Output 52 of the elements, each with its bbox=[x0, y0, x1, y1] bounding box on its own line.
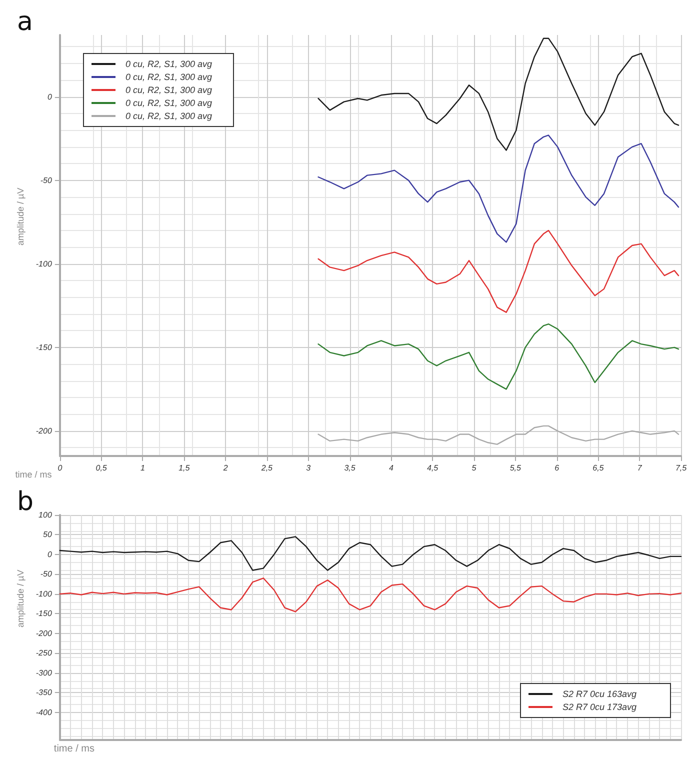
y-tick-label: -350 bbox=[36, 688, 52, 698]
y-tick-label: -50 bbox=[40, 176, 52, 185]
y-axis-title: amplitude / µV bbox=[16, 188, 26, 246]
x-tick-label: 6,5 bbox=[592, 464, 604, 472]
legend-label: 0 cu, R2, S1, 300 avg bbox=[126, 111, 212, 121]
y-tick-label: -400 bbox=[36, 708, 52, 717]
line-series bbox=[318, 38, 680, 151]
x-tick-label: 7 bbox=[637, 464, 642, 472]
y-tick-label: -150 bbox=[36, 342, 52, 352]
y-tick-label: -200 bbox=[36, 628, 52, 638]
x-tick-label: 4 bbox=[388, 464, 394, 472]
legend-label: S2 R7 0cu 163avg bbox=[562, 689, 637, 699]
y-tick-label: 0 bbox=[47, 92, 52, 102]
y-tick-label: -50 bbox=[40, 570, 52, 579]
y-tick-label: -150 bbox=[36, 609, 52, 618]
y-axis-title: amplitude / µV bbox=[16, 570, 26, 628]
x-tick-label: 2 bbox=[222, 464, 228, 472]
y-tick-label: 0 bbox=[47, 550, 52, 559]
x-tick-label: 3,5 bbox=[344, 464, 356, 472]
y-tick-label: -100 bbox=[36, 259, 52, 268]
x-tick-label: 5,5 bbox=[510, 464, 522, 472]
legend-label: 0 cu, R2, S1, 300 avg bbox=[126, 98, 212, 108]
x-tick-label: 5 bbox=[472, 464, 477, 472]
x-tick-label: 0 bbox=[58, 464, 63, 472]
y-tick-label: 50 bbox=[43, 530, 52, 540]
y-tick-label: -300 bbox=[36, 668, 52, 678]
y-tick-label: -100 bbox=[36, 589, 52, 598]
y-tick-label: 100 bbox=[38, 510, 52, 520]
x-tick-label: 1 bbox=[140, 464, 145, 472]
x-tick-label: 4,5 bbox=[427, 464, 439, 472]
legend-label: S2 R7 0cu 173avg bbox=[562, 702, 637, 712]
x-axis-title: time / ms bbox=[54, 744, 94, 754]
chart-title: a bbox=[17, 7, 33, 37]
x-tick-label: 3 bbox=[306, 464, 312, 472]
y-tick-label: -200 bbox=[36, 426, 52, 436]
line-series bbox=[318, 230, 680, 313]
x-axis-title: time / ms bbox=[15, 470, 52, 480]
x-tick-label: 2,5 bbox=[260, 464, 274, 472]
x-tick-label: 7,5 bbox=[675, 464, 688, 472]
legend-label: 0 cu, R2, S1, 300 avg bbox=[126, 72, 212, 82]
x-tick-label: 1,5 bbox=[178, 464, 190, 472]
line-series bbox=[59, 536, 682, 571]
line-series bbox=[59, 578, 682, 612]
line-series bbox=[318, 323, 680, 390]
chart-title: b bbox=[17, 487, 34, 517]
legend-label: 0 cu, R2, S1, 300 avg bbox=[126, 59, 212, 69]
y-tick-label: -250 bbox=[36, 648, 52, 658]
x-tick-label: 0,5 bbox=[96, 464, 108, 472]
x-tick-label: 6 bbox=[554, 464, 560, 472]
line-series bbox=[318, 134, 680, 243]
legend-label: 0 cu, R2, S1, 300 avg bbox=[126, 85, 212, 95]
line-series bbox=[318, 425, 680, 445]
